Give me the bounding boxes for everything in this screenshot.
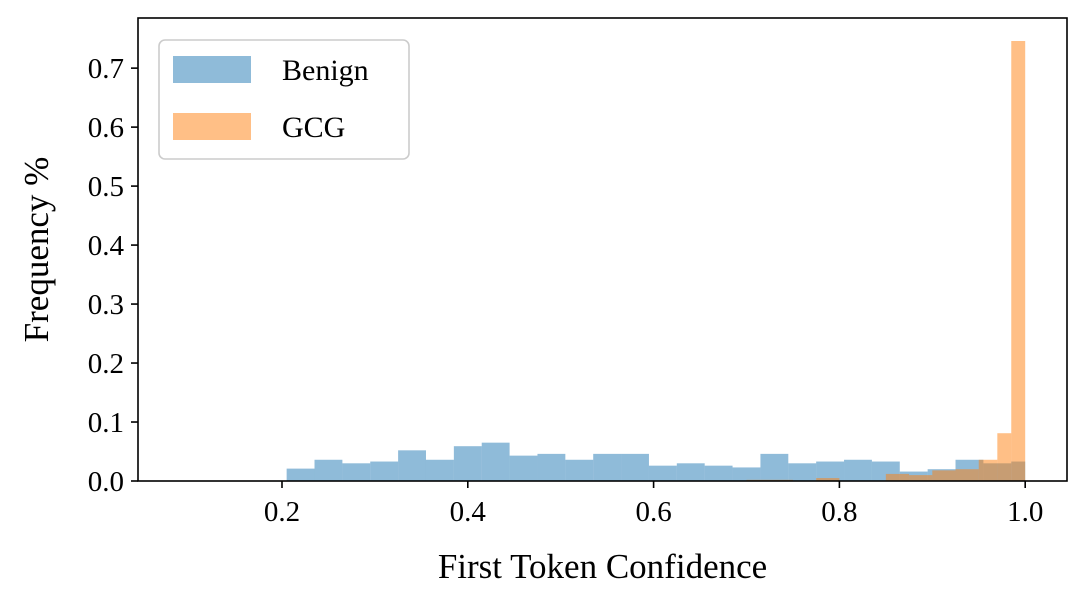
legend: Benign GCG: [158, 39, 410, 160]
gcg-bar: [909, 475, 933, 481]
benign-bar: [788, 463, 817, 481]
y-tick-label: 0.2: [88, 348, 124, 380]
legend-swatch-benign: [173, 56, 251, 83]
benign-bar: [425, 459, 454, 481]
gcg-bar: [816, 478, 840, 481]
benign-bar: [398, 450, 426, 481]
gcg-bar: [997, 433, 1012, 481]
x-axis-label: First Token Confidence: [438, 547, 767, 586]
benign-bar: [760, 453, 789, 481]
bars-layer: [286, 41, 1026, 481]
x-tick-label: 0.6: [635, 496, 671, 528]
y-tick-label: 0.4: [88, 230, 125, 262]
legend-label-benign: Benign: [282, 54, 369, 87]
y-tick-label: 0.3: [88, 289, 124, 321]
x-axis-ticks: 0.2 0.4 0.6 0.8 1.0: [264, 481, 1043, 528]
gcg-bar: [932, 470, 956, 481]
legend-label-gcg: GCG: [282, 111, 345, 144]
legend-swatch-gcg: [173, 113, 251, 140]
y-tick-label: 0.7: [88, 53, 124, 85]
benign-bar: [509, 455, 538, 481]
y-tick-label: 0.1: [88, 407, 124, 439]
gcg-bar: [1011, 41, 1026, 481]
benign-bar: [676, 463, 705, 481]
benign-bar: [844, 459, 872, 481]
benign-bar: [481, 442, 510, 481]
x-tick-label: 0.4: [450, 496, 487, 528]
gcg-bar: [885, 473, 910, 481]
plot-area-frame: [137, 17, 1068, 482]
benign-bar: [593, 453, 622, 481]
gcg-bar: [955, 469, 979, 481]
benign-bar: [453, 446, 482, 481]
benign-bar: [732, 467, 761, 481]
x-tick-label: 0.8: [821, 496, 857, 528]
benign-bar: [816, 461, 845, 481]
benign-bar: [537, 453, 566, 481]
benign-bar: [704, 465, 733, 481]
x-tick-label: 1.0: [1007, 496, 1043, 528]
benign-bar: [314, 459, 343, 481]
benign-bar: [621, 453, 649, 481]
gcg-bar: [978, 459, 998, 481]
benign-bar: [648, 465, 677, 481]
benign-bar: [370, 461, 399, 481]
benign-bar: [286, 468, 315, 481]
series-gcg: [746, 41, 1026, 481]
y-tick-label: 0.5: [88, 171, 124, 203]
x-tick-label: 0.2: [264, 496, 300, 528]
benign-bar: [565, 459, 594, 481]
y-tick-label: 0.0: [88, 466, 124, 498]
benign-bar: [342, 463, 371, 481]
y-tick-label: 0.6: [88, 112, 124, 144]
y-axis-label: Frequency %: [17, 157, 56, 343]
y-axis-ticks: 0.0 0.1 0.2 0.3 0.4 0.5 0.6 0.7: [88, 53, 138, 498]
